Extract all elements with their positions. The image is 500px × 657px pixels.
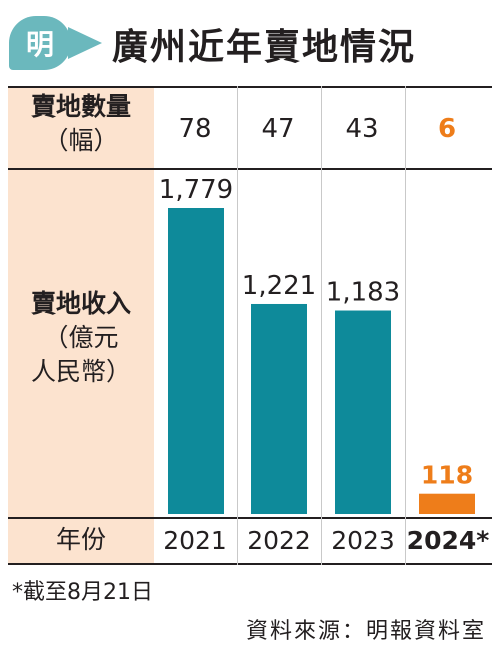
year-2023: 2023: [331, 526, 395, 555]
bar-2023: [335, 310, 391, 514]
source-credit: 資料來源：明報資料室: [245, 619, 486, 644]
value-label-2021: 1,779: [159, 175, 233, 205]
count-2021: 78: [178, 114, 212, 144]
revenue-label-unit-1: （億元: [43, 323, 119, 352]
data-table: 賣地數量 （幅） 賣地收入 （億元 人民幣） 年份 78 47 43 6 1,7…: [8, 86, 492, 565]
year-2022: 2022: [247, 526, 311, 555]
revenue-label-unit-2: 人民幣）: [30, 357, 131, 386]
count-2022: 47: [261, 114, 295, 144]
ming-pao-logo: 明: [9, 16, 71, 70]
revenue-bar-chart: 1,779 1,221 1,183 118: [159, 175, 475, 514]
bottom-rule: [8, 563, 492, 565]
revenue-row-label: 賣地收入 （億元 人民幣）: [8, 287, 154, 389]
count-row-rule: [8, 168, 492, 170]
logo-pointer-icon: [68, 27, 102, 59]
value-label-2022: 1,221: [242, 271, 316, 301]
chart-row-rule: [8, 517, 492, 519]
header: 明 廣州近年賣地情況: [0, 0, 500, 82]
count-2023: 43: [345, 114, 379, 144]
chart-title: 廣州近年賣地情況: [112, 27, 417, 68]
year-row-label: 年份: [8, 523, 154, 557]
value-label-2024: 118: [421, 461, 473, 490]
count-label-main: 賣地數量: [30, 92, 131, 121]
revenue-label-main: 賣地收入: [30, 289, 131, 318]
count-label-unit: （幅）: [43, 126, 119, 155]
count-2024: 6: [437, 114, 457, 144]
bar-2021: [168, 208, 224, 514]
label-column-background: [8, 86, 154, 565]
year-label-text: 年份: [55, 525, 106, 554]
value-label-2023: 1,183: [326, 278, 400, 308]
bar-2024: [419, 493, 475, 514]
count-row-label: 賣地數量 （幅）: [8, 90, 154, 158]
bar-2022: [251, 303, 307, 514]
logo-char: 明: [25, 28, 54, 61]
column-divider: [237, 86, 238, 565]
year-2024: 2024*: [406, 526, 490, 555]
top-rule: [8, 86, 492, 88]
footnote: *截至8月21日: [12, 580, 153, 605]
column-divider: [405, 86, 406, 565]
year-2021: 2021: [163, 526, 227, 555]
column-divider: [321, 86, 322, 565]
